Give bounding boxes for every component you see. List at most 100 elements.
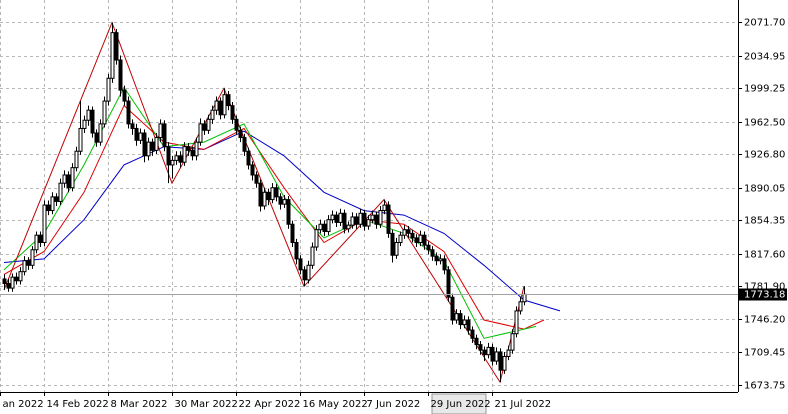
candle-body — [486, 346, 491, 356]
candle-body — [330, 214, 335, 221]
candle-body — [494, 351, 499, 362]
y-tick-label: 1999.25 — [744, 84, 785, 95]
candle-body — [190, 149, 195, 157]
candle-body — [166, 146, 171, 166]
candle-body — [174, 155, 179, 161]
candle-body — [22, 260, 27, 273]
candle-body — [38, 234, 43, 243]
candle-body — [470, 329, 475, 339]
candle-body — [78, 127, 83, 152]
candle-body — [34, 234, 39, 251]
scroll-marker[interactable] — [431, 393, 487, 414]
candle-body — [426, 244, 431, 251]
candle-body — [6, 283, 11, 289]
candle-body — [350, 216, 355, 226]
candle-body — [70, 167, 75, 189]
candle-body — [482, 349, 487, 356]
candle-body — [306, 264, 311, 281]
candle-body — [238, 129, 243, 139]
candle-body — [430, 249, 435, 257]
candle-body — [450, 296, 455, 321]
candle-body — [250, 164, 255, 176]
candle-body — [146, 141, 151, 157]
candle-body — [502, 356, 507, 371]
x-tick-label: 30 Mar 2022 — [175, 399, 238, 410]
y-tick-label: 1781.90 — [744, 282, 785, 293]
candle-body — [90, 109, 95, 134]
candle-body — [386, 204, 391, 234]
candle-body — [218, 100, 223, 116]
candle-body — [506, 349, 511, 358]
candle-body — [378, 210, 383, 225]
y-tick-label: 2071.70 — [744, 18, 785, 29]
candle-body — [286, 199, 291, 225]
candle-body — [434, 255, 439, 262]
x-tick-label: 14 Feb 2022 — [47, 399, 109, 410]
plot — [0, 21, 738, 384]
candle-body — [310, 246, 315, 266]
candle-body — [390, 232, 395, 256]
axes: 2071.70 2034.95 1999.25 1962.50 1926.80 1890.… — [0, 18, 787, 410]
y-tick-label: 1817.60 — [744, 250, 785, 261]
candle-body — [514, 310, 519, 335]
candle-body — [266, 191, 271, 201]
moving-average — [3, 104, 545, 330]
x-tick-label: 7 Jun 2022 — [367, 399, 421, 410]
candle-body — [186, 146, 191, 151]
y-tick-label: 1962.50 — [744, 118, 785, 129]
candle-body — [246, 150, 251, 166]
candle-body — [478, 344, 483, 351]
candle-body — [522, 293, 527, 303]
y-tick-label: 1746.20 — [744, 315, 785, 326]
candle-body — [398, 234, 403, 243]
candle-body — [106, 77, 111, 102]
candle-body — [354, 216, 359, 225]
candle-body — [30, 249, 35, 266]
candle-body — [98, 123, 103, 143]
candle-body — [458, 313, 463, 326]
candle-body — [366, 219, 371, 227]
candle-body — [518, 301, 523, 312]
candle-body — [358, 212, 363, 225]
candle-body — [154, 137, 159, 151]
candle-body — [262, 191, 267, 207]
candle-body — [490, 346, 495, 362]
candle-body — [102, 100, 107, 125]
x-tick-label: an 2022 — [3, 399, 44, 410]
candle-body — [338, 212, 343, 223]
candle-body — [194, 141, 199, 157]
candle-body — [446, 269, 451, 298]
candle-body — [58, 182, 63, 202]
candle-body — [290, 223, 295, 243]
candle-body — [74, 150, 79, 169]
candle-body — [2, 278, 7, 285]
candle-body — [182, 146, 187, 163]
candle-body — [418, 234, 423, 243]
candle-body — [342, 212, 347, 230]
candle-body — [258, 182, 263, 207]
candle-body — [150, 141, 155, 151]
candle-body — [46, 204, 51, 212]
price-tag-label: 1773.18 — [744, 290, 785, 301]
candle-body — [86, 109, 91, 121]
x-tick-label: 16 May 2022 — [303, 399, 368, 410]
candle-body — [158, 123, 163, 139]
candle-body — [222, 94, 227, 116]
x-tick-label: 22 Apr 2022 — [239, 399, 301, 410]
candle-body — [394, 241, 399, 256]
candle-body — [202, 123, 207, 131]
candle-body — [134, 127, 139, 141]
y-tick-label: 1890.05 — [744, 184, 785, 195]
candle-body — [54, 196, 59, 202]
candle-body — [50, 196, 55, 212]
candle-body — [334, 214, 339, 223]
candle-body — [82, 119, 87, 129]
y-tick-label: 2034.95 — [744, 52, 785, 63]
candle-body — [326, 219, 331, 233]
candle-body — [274, 187, 279, 198]
candle-body — [94, 132, 99, 143]
candle-body — [230, 105, 235, 120]
candle-body — [454, 313, 459, 321]
candle-body — [170, 159, 175, 166]
